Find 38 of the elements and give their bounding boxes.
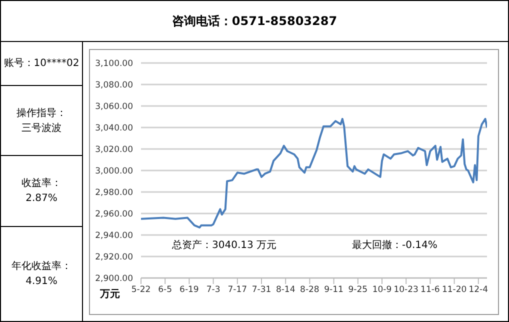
line-series	[141, 118, 487, 228]
y-axis-title: 万元	[100, 288, 120, 301]
y-tick-label: 3,060.00	[95, 102, 133, 112]
y-tick-label: 2,940.00	[95, 231, 133, 242]
x-tick-label: 11-6	[420, 285, 440, 296]
chart-title: 咨询电话：0571-85803287	[1, 1, 508, 42]
text: 年化收益率：	[12, 260, 72, 274]
x-tick-label: 6-5	[158, 285, 172, 296]
annotation: 最大回撤：-0.14%	[352, 238, 438, 252]
text: 4.91%	[26, 275, 58, 289]
text: 三号波波	[22, 122, 62, 136]
y-tick-label: 3,020.00	[95, 145, 133, 156]
y-tick-label: 3,000.00	[95, 166, 133, 177]
text: 账号：10****02	[4, 56, 80, 70]
x-tick-label: 8-14	[276, 285, 296, 296]
text: 收益率：	[22, 176, 62, 191]
x-tick-label: 7-17	[228, 285, 248, 296]
y-tick-label: 3,080.00	[95, 80, 133, 91]
y-tick-label: 2,980.00	[95, 188, 133, 198]
x-tick-label: 10-23	[394, 285, 418, 296]
y-tick-label: 2,960.00	[95, 210, 133, 220]
x-tick-label: 10-9	[372, 285, 392, 296]
x-tick-label: 8-28	[300, 285, 320, 296]
x-tick-label: 6-19	[180, 285, 199, 296]
x-tick-label: 7-3	[206, 285, 220, 296]
y-tick-label: 3,100.00	[95, 59, 133, 70]
y-tick-label: 2,900.00	[95, 274, 133, 284]
y-tick-label: 2,920.00	[95, 252, 133, 263]
y-tick-label: 3,040.00	[95, 124, 133, 134]
text: 2.87%	[26, 192, 58, 206]
x-tick-label: 5-22	[131, 285, 151, 296]
text: 操作指导：	[16, 106, 66, 120]
x-tick-label: 11-20	[442, 285, 467, 296]
x-tick-label: 12-4	[468, 285, 488, 296]
annotation: 总资产：3040.13 万元	[172, 238, 277, 252]
x-tick-label: 9-25	[348, 285, 368, 296]
x-tick-label: 9-11	[324, 285, 344, 296]
x-tick-label: 7-31	[252, 285, 272, 296]
